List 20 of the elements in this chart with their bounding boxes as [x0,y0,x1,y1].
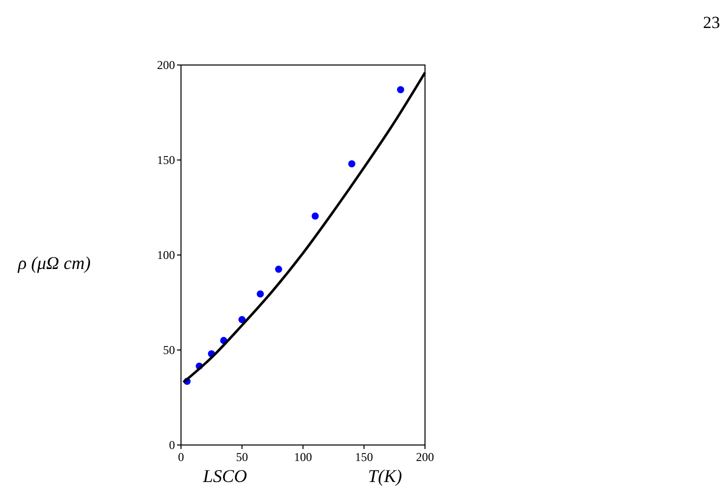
y-tick-label: 50 [163,343,175,357]
text: LSCO [202,466,248,486]
y-tick-label: 200 [157,58,175,72]
point [348,160,356,168]
x-tick-label: 50 [236,450,248,464]
point [397,86,404,94]
point [256,290,264,298]
x-tick-label: 0 [178,450,184,464]
y-axis-title: ρ (μΩ cm) [17,253,91,273]
point [312,212,319,220]
x-axis-title: T(K) [368,466,402,486]
y-tick-label: 150 [157,153,175,167]
y-tick-label: 0 [169,438,175,452]
x-tick-label: 200 [416,450,434,464]
point [238,316,246,324]
x-tick-label: 150 [355,450,373,464]
y-tick-label: 100 [157,248,175,262]
x-tick-label: 100 [294,450,312,464]
text: 23 [703,13,720,32]
point [275,266,282,273]
